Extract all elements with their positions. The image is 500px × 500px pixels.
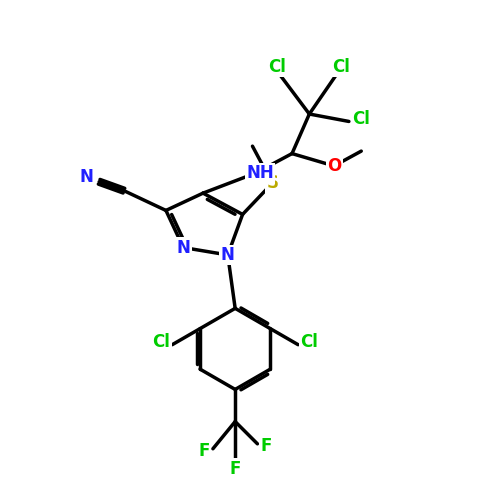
- Text: Cl: Cl: [332, 58, 350, 76]
- Text: Cl: Cl: [152, 333, 170, 351]
- Text: F: F: [260, 438, 272, 456]
- Text: N: N: [176, 238, 190, 256]
- Text: F: F: [230, 460, 241, 477]
- Text: N: N: [221, 246, 234, 264]
- Text: Cl: Cl: [268, 58, 286, 76]
- Text: F: F: [198, 442, 209, 460]
- Text: NH: NH: [246, 164, 274, 182]
- Text: Cl: Cl: [352, 110, 370, 128]
- Text: N: N: [80, 168, 94, 186]
- Text: O: O: [327, 157, 341, 175]
- Text: Cl: Cl: [300, 333, 318, 351]
- Text: S: S: [266, 174, 278, 192]
